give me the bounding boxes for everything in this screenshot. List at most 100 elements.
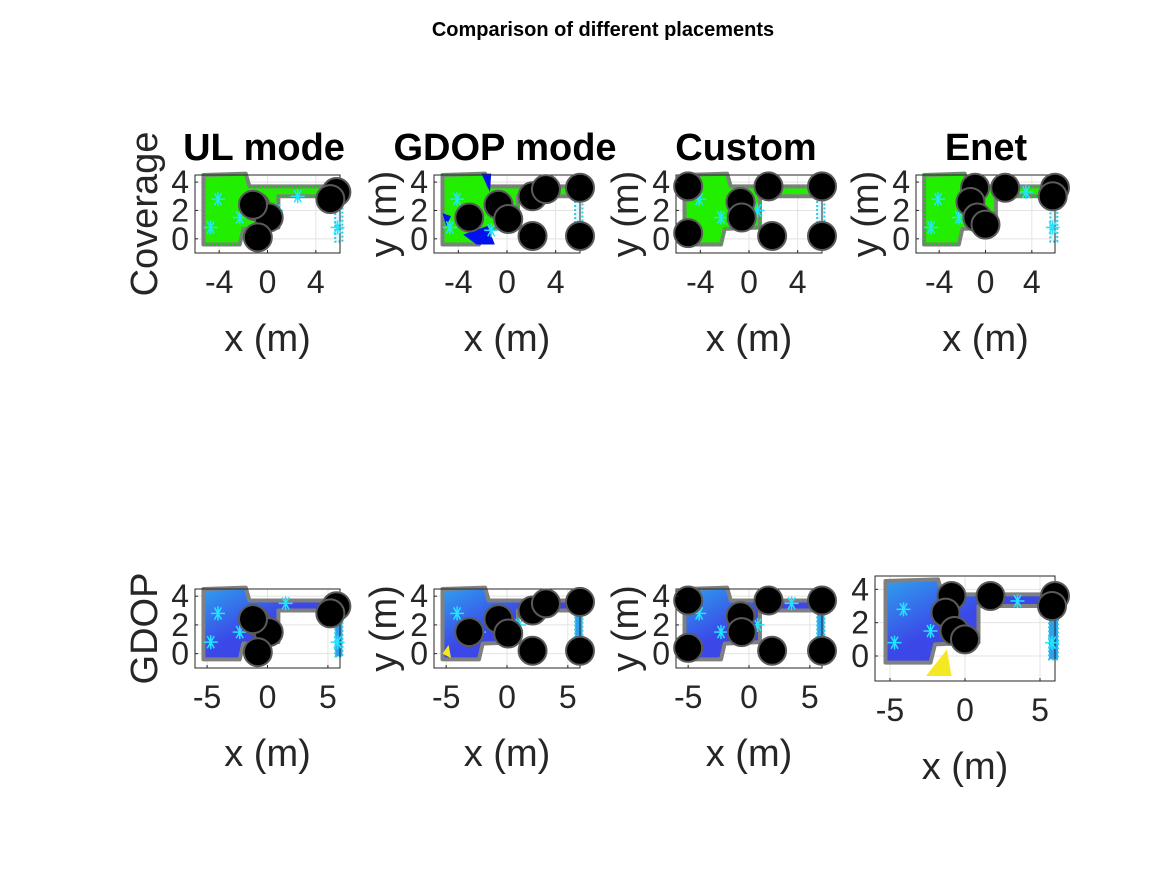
- x-axis-label: x (m): [224, 318, 311, 360]
- x-axis-label: x (m): [922, 746, 1009, 788]
- anchor-marker: [757, 635, 788, 666]
- x-axis-label: x (m): [224, 733, 311, 775]
- y-tick-label: 2: [652, 192, 670, 228]
- anchor-marker: [975, 581, 1006, 611]
- x-tick-label: 0: [977, 264, 995, 300]
- x-tick-label: -5: [876, 692, 904, 728]
- y-axis-label: y (m): [363, 171, 405, 258]
- anchor-marker: [807, 220, 837, 251]
- y-axis-label: Coverage: [124, 132, 166, 297]
- y-axis-label: GDOP: [124, 573, 166, 685]
- x-tick-label: -4: [925, 264, 953, 300]
- high-gdop-region: [926, 649, 952, 676]
- anchor-marker: [990, 172, 1021, 203]
- anchor-marker: [565, 635, 595, 666]
- y-tick-label: 4: [171, 164, 189, 200]
- anchor-marker: [530, 174, 561, 205]
- y-tick-label: 4: [851, 571, 869, 607]
- x-axis-label: x (m): [706, 318, 793, 360]
- x-axis-label: x (m): [706, 733, 793, 775]
- anchor-marker: [753, 171, 784, 202]
- target-marker: [442, 220, 457, 235]
- x-tick-label: -5: [432, 679, 460, 715]
- corridor-shape: [334, 608, 344, 658]
- x-tick-label: 4: [307, 264, 325, 300]
- target-marker: [210, 606, 225, 621]
- x-tick-label: 0: [956, 692, 974, 728]
- target-marker: [450, 606, 465, 621]
- y-tick-label: 4: [410, 578, 428, 614]
- x-tick-label: 4: [789, 264, 807, 300]
- x-tick-label: -4: [686, 264, 714, 300]
- y-tick-label: 2: [171, 607, 189, 643]
- target-marker: [290, 189, 305, 204]
- coverage-edge: [683, 172, 821, 246]
- corridor-shape: [816, 608, 826, 658]
- y-tick-label: 0: [652, 221, 670, 257]
- y-tick-label: 0: [410, 636, 428, 672]
- anchor-marker: [726, 202, 757, 233]
- anchor-marker: [1037, 181, 1068, 212]
- blocked-region: [442, 213, 452, 227]
- y-tick-label: 0: [892, 221, 910, 257]
- x-tick-label: -5: [674, 679, 702, 715]
- anchor-marker: [1037, 591, 1067, 621]
- y-axis-label: y (m): [845, 171, 887, 258]
- high-gdop-region: [442, 645, 452, 658]
- anchor-marker: [950, 624, 980, 655]
- anchor-marker: [970, 209, 1001, 240]
- anchor-marker: [673, 218, 704, 249]
- x-tick-label: 0: [259, 264, 277, 300]
- x-tick-label: -4: [205, 264, 233, 300]
- target-marker: [1010, 594, 1025, 608]
- corridor-shape: [574, 608, 584, 658]
- x-axis-label: x (m): [464, 733, 551, 775]
- x-tick-label: 0: [740, 264, 758, 300]
- x-tick-label: 4: [547, 264, 565, 300]
- y-tick-label: 4: [171, 578, 189, 614]
- y-tick-label: 2: [410, 192, 428, 228]
- anchor-marker: [454, 202, 485, 233]
- x-axis-label: x (m): [942, 318, 1029, 360]
- y-tick-label: 4: [652, 164, 670, 200]
- y-axis-label: y (m): [363, 585, 405, 672]
- anchor-marker: [565, 220, 595, 251]
- anchor-marker: [242, 222, 273, 253]
- x-tick-label: 0: [740, 679, 758, 715]
- anchor-marker: [565, 586, 595, 617]
- x-axis-label: x (m): [464, 318, 551, 360]
- target-marker: [896, 602, 911, 617]
- x-tick-label: -5: [193, 679, 221, 715]
- figure-suptitle: Comparison of different placements: [432, 19, 774, 41]
- x-tick-label: 5: [1031, 692, 1049, 728]
- anchor-marker: [673, 171, 704, 202]
- panel-title: UL mode: [183, 127, 345, 169]
- y-tick-label: 4: [652, 578, 670, 614]
- y-tick-label: 2: [171, 192, 189, 228]
- anchor-marker: [726, 617, 757, 648]
- target-marker: [484, 223, 499, 238]
- target-marker: [714, 625, 729, 640]
- target-marker: [330, 220, 345, 235]
- anchor-marker: [315, 184, 346, 215]
- x-tick-label: 5: [801, 679, 819, 715]
- x-tick-label: 0: [498, 264, 516, 300]
- panel-title: Custom: [675, 127, 816, 169]
- y-tick-label: 0: [652, 636, 670, 672]
- target-marker: [924, 220, 939, 235]
- y-tick-label: 2: [652, 607, 670, 643]
- x-tick-label: 5: [319, 679, 337, 715]
- anchor-marker: [238, 604, 268, 635]
- y-tick-label: 2: [410, 607, 428, 643]
- anchor-marker: [565, 172, 595, 203]
- target-marker: [887, 635, 902, 650]
- target-marker: [203, 220, 218, 235]
- y-tick-label: 0: [171, 636, 189, 672]
- x-tick-label: -4: [444, 264, 472, 300]
- x-tick-label: 4: [1023, 264, 1041, 300]
